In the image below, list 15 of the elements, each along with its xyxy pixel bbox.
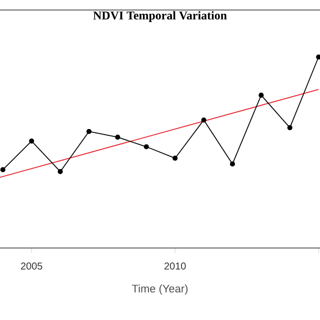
point <box>58 169 63 174</box>
x-tick-label: 2005 <box>20 262 42 270</box>
point <box>287 125 292 130</box>
point <box>201 117 206 123</box>
point <box>172 156 178 161</box>
point <box>115 134 120 140</box>
chart-title: NDVI Temporal Variation <box>93 11 227 22</box>
point <box>0 167 6 172</box>
point <box>144 144 149 150</box>
point <box>230 161 236 166</box>
point <box>86 128 92 134</box>
point <box>258 92 264 98</box>
x-axis-title: Time (Year) <box>132 284 188 295</box>
x-tick-label: 2010 <box>164 262 186 270</box>
point <box>29 138 34 144</box>
